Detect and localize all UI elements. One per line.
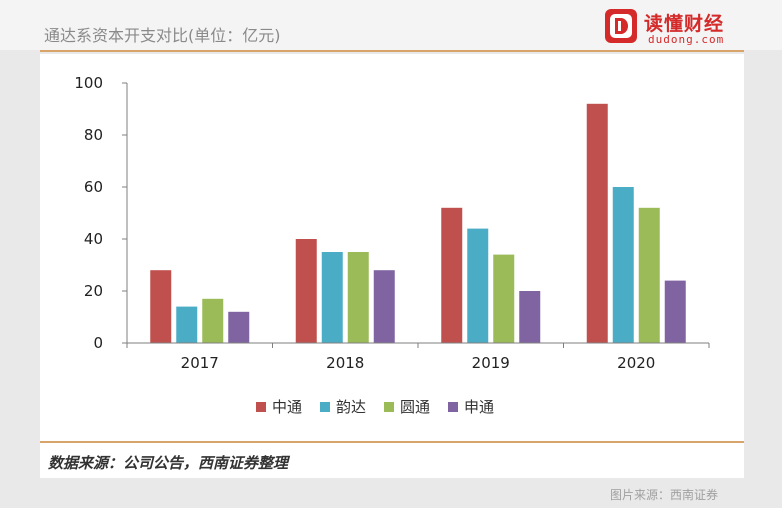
bar-申通-2018 xyxy=(373,270,395,343)
legend-item: 圆通 xyxy=(384,396,430,417)
x-tick-label: 2018 xyxy=(326,354,364,372)
legend: 中通 韵达 圆通 申通 xyxy=(256,396,512,417)
bar-韵达-2018 xyxy=(321,252,343,343)
dudong-logo[interactable]: 读懂财经 dudong.com xyxy=(604,8,754,48)
legend-swatch xyxy=(384,401,395,412)
logo-domain: dudong.com xyxy=(648,33,725,46)
x-tick-label: 2019 xyxy=(472,354,510,372)
dudong-d-logo-icon xyxy=(605,9,637,43)
x-axis: 2017 2018 2019 2020 xyxy=(126,342,710,372)
y-tick-label: 100 xyxy=(74,74,103,92)
bar-申通-2020 xyxy=(664,280,686,343)
y-tick-label: 0 xyxy=(93,334,103,352)
bar-韵达-2019 xyxy=(467,228,489,343)
bar-韵达-2017 xyxy=(176,306,198,343)
footer-credit: 图片来源：西南证券 xyxy=(610,488,719,502)
header-divider xyxy=(40,50,744,52)
legend-item: 中通 xyxy=(256,396,302,417)
bar-圆通-2019 xyxy=(493,254,515,343)
logo-name: 读懂财经 xyxy=(644,13,725,35)
header-background xyxy=(0,0,782,50)
bar-圆通-2018 xyxy=(347,252,369,343)
legend-label: 中通 xyxy=(272,398,303,416)
bar-中通-2018 xyxy=(295,239,317,343)
y-tick-label: 20 xyxy=(84,282,103,300)
bar-中通-2019 xyxy=(441,207,463,343)
bar-chart: 0 20 40 60 80 100 2017 2018 2019 2020 xyxy=(74,74,710,372)
legend-swatch xyxy=(256,401,266,412)
y-tick-label: 80 xyxy=(84,126,103,144)
y-axis: 0 20 40 60 80 100 xyxy=(74,74,128,352)
x-tick-label: 2020 xyxy=(617,354,655,372)
bar-申通-2019 xyxy=(519,291,541,343)
x-tick-label: 2017 xyxy=(181,354,219,372)
bar-中通-2017 xyxy=(150,270,172,343)
chart-heading: 通达系资本开支对比(单位：亿元) xyxy=(44,26,281,45)
bar-圆通-2017 xyxy=(202,298,224,343)
bar-韵达-2020 xyxy=(612,187,634,343)
legend-swatch xyxy=(320,401,331,412)
legend-swatch xyxy=(448,401,459,412)
legend-item: 韵达 xyxy=(320,396,366,417)
bars-group xyxy=(150,103,686,343)
bar-圆通-2020 xyxy=(638,207,660,343)
y-tick-label: 40 xyxy=(84,230,103,248)
bar-申通-2017 xyxy=(228,311,250,343)
legend-label: 圆通 xyxy=(400,398,431,416)
legend-label: 韵达 xyxy=(336,398,367,416)
legend-item: 申通 xyxy=(448,396,494,417)
source-note: 数据来源：公司公告，西南证券整理 xyxy=(48,454,289,472)
legend-label: 申通 xyxy=(464,398,495,416)
bar-中通-2020 xyxy=(586,103,608,343)
source-divider xyxy=(40,441,744,443)
y-tick-label: 60 xyxy=(84,178,103,196)
